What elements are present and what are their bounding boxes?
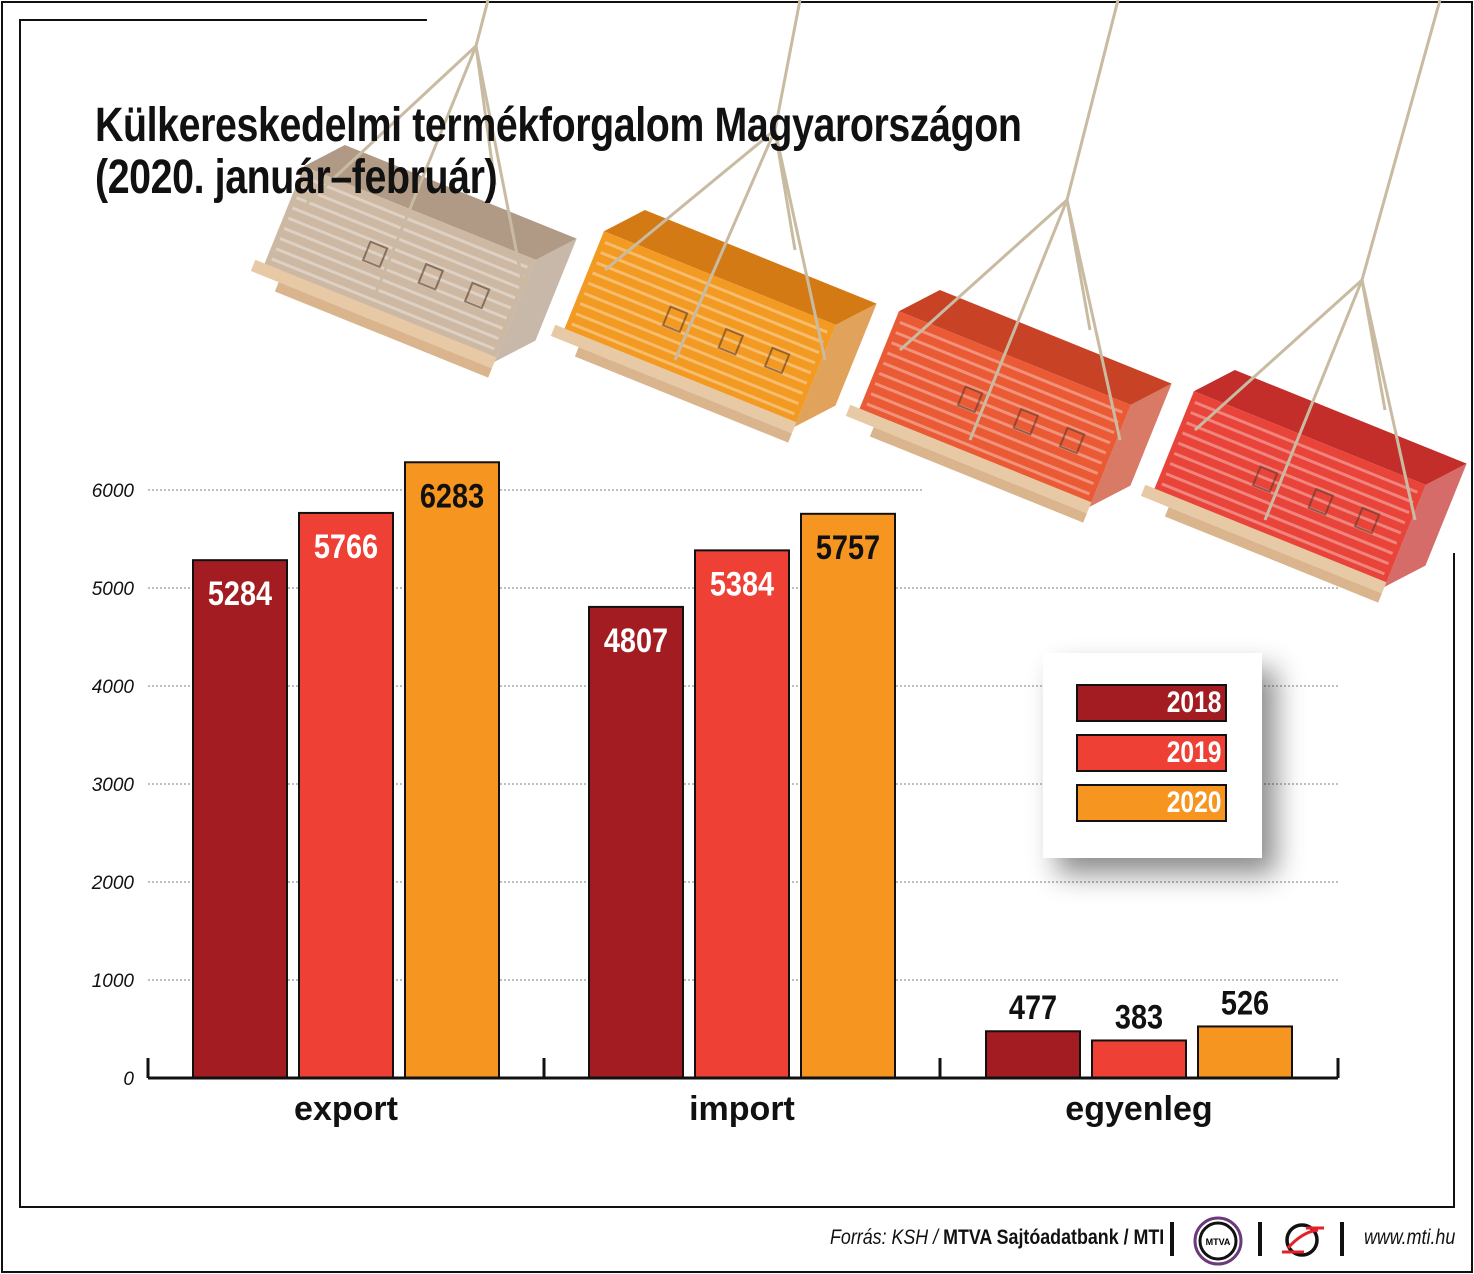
separator bbox=[1258, 1222, 1262, 1256]
hanging-crate-illustration bbox=[250, 144, 577, 378]
bar-value-label: 526 bbox=[1221, 983, 1269, 1022]
mtva-logo: MTVA bbox=[1193, 1216, 1243, 1266]
inner-frame bbox=[19, 19, 1455, 1208]
hanging-crate-illustration bbox=[845, 289, 1172, 523]
bar-value-label: 5757 bbox=[816, 528, 880, 567]
bar-value-label: 6283 bbox=[420, 476, 484, 515]
hanging-crate-illustration bbox=[550, 209, 877, 443]
legend-item-2018: 2018 bbox=[1076, 684, 1227, 722]
y-tick-label: 6000 bbox=[92, 481, 135, 502]
bar-value-label: 477 bbox=[1009, 988, 1057, 1027]
y-tick-label: 2000 bbox=[91, 873, 135, 894]
hanging-crate-illustration bbox=[1140, 369, 1467, 603]
bar-import-2019 bbox=[694, 549, 790, 1079]
legend: 2018 2019 2020 bbox=[1043, 653, 1262, 858]
bar-export-2019 bbox=[298, 511, 394, 1079]
bar-export-2020 bbox=[404, 461, 500, 1079]
website-url: www.mti.hu bbox=[1364, 1226, 1456, 1249]
title-line-1: Külkereskedelmi termékforgalom Magyarors… bbox=[95, 99, 1022, 152]
y-tick-label: 1000 bbox=[92, 971, 135, 992]
y-tick-label: 5000 bbox=[92, 579, 135, 600]
bar-import-2020 bbox=[800, 512, 896, 1079]
y-tick-label: 4000 bbox=[92, 677, 135, 698]
x-category-label: import bbox=[689, 1090, 795, 1128]
title-line-2: (2020. január–február) bbox=[95, 151, 498, 204]
bar-egyenleg-2019 bbox=[1091, 1039, 1187, 1079]
bar-egyenleg-2020 bbox=[1197, 1025, 1293, 1080]
separator bbox=[1170, 1222, 1174, 1256]
y-tick-label: 3000 bbox=[92, 775, 135, 796]
x-category-label: egyenleg bbox=[1065, 1090, 1212, 1128]
chart-title: Külkereskedelmi termékforgalom Magyarors… bbox=[95, 100, 1022, 204]
bar-value-label: 383 bbox=[1115, 997, 1163, 1036]
svg-text:MTVA: MTVA bbox=[1206, 1237, 1231, 1247]
bar-value-label: 5766 bbox=[314, 527, 378, 566]
bar-export-2018 bbox=[192, 559, 288, 1079]
bar-import-2018 bbox=[588, 605, 684, 1079]
bar-value-label: 5384 bbox=[710, 564, 775, 603]
separator bbox=[1340, 1222, 1344, 1256]
source-text: Forrás: KSH / MTVA Sajtóadatbank / MTI bbox=[830, 1226, 1165, 1249]
legend-item-2020: 2020 bbox=[1076, 784, 1227, 822]
legend-item-2019: 2019 bbox=[1076, 734, 1227, 772]
mti-logo bbox=[1282, 1223, 1324, 1257]
bar-value-label: 5284 bbox=[208, 574, 273, 613]
bar-value-label: 4807 bbox=[604, 621, 668, 660]
x-category-label: export bbox=[294, 1090, 398, 1128]
y-tick-label: 0 bbox=[123, 1069, 134, 1090]
bar-egyenleg-2018 bbox=[985, 1030, 1081, 1080]
